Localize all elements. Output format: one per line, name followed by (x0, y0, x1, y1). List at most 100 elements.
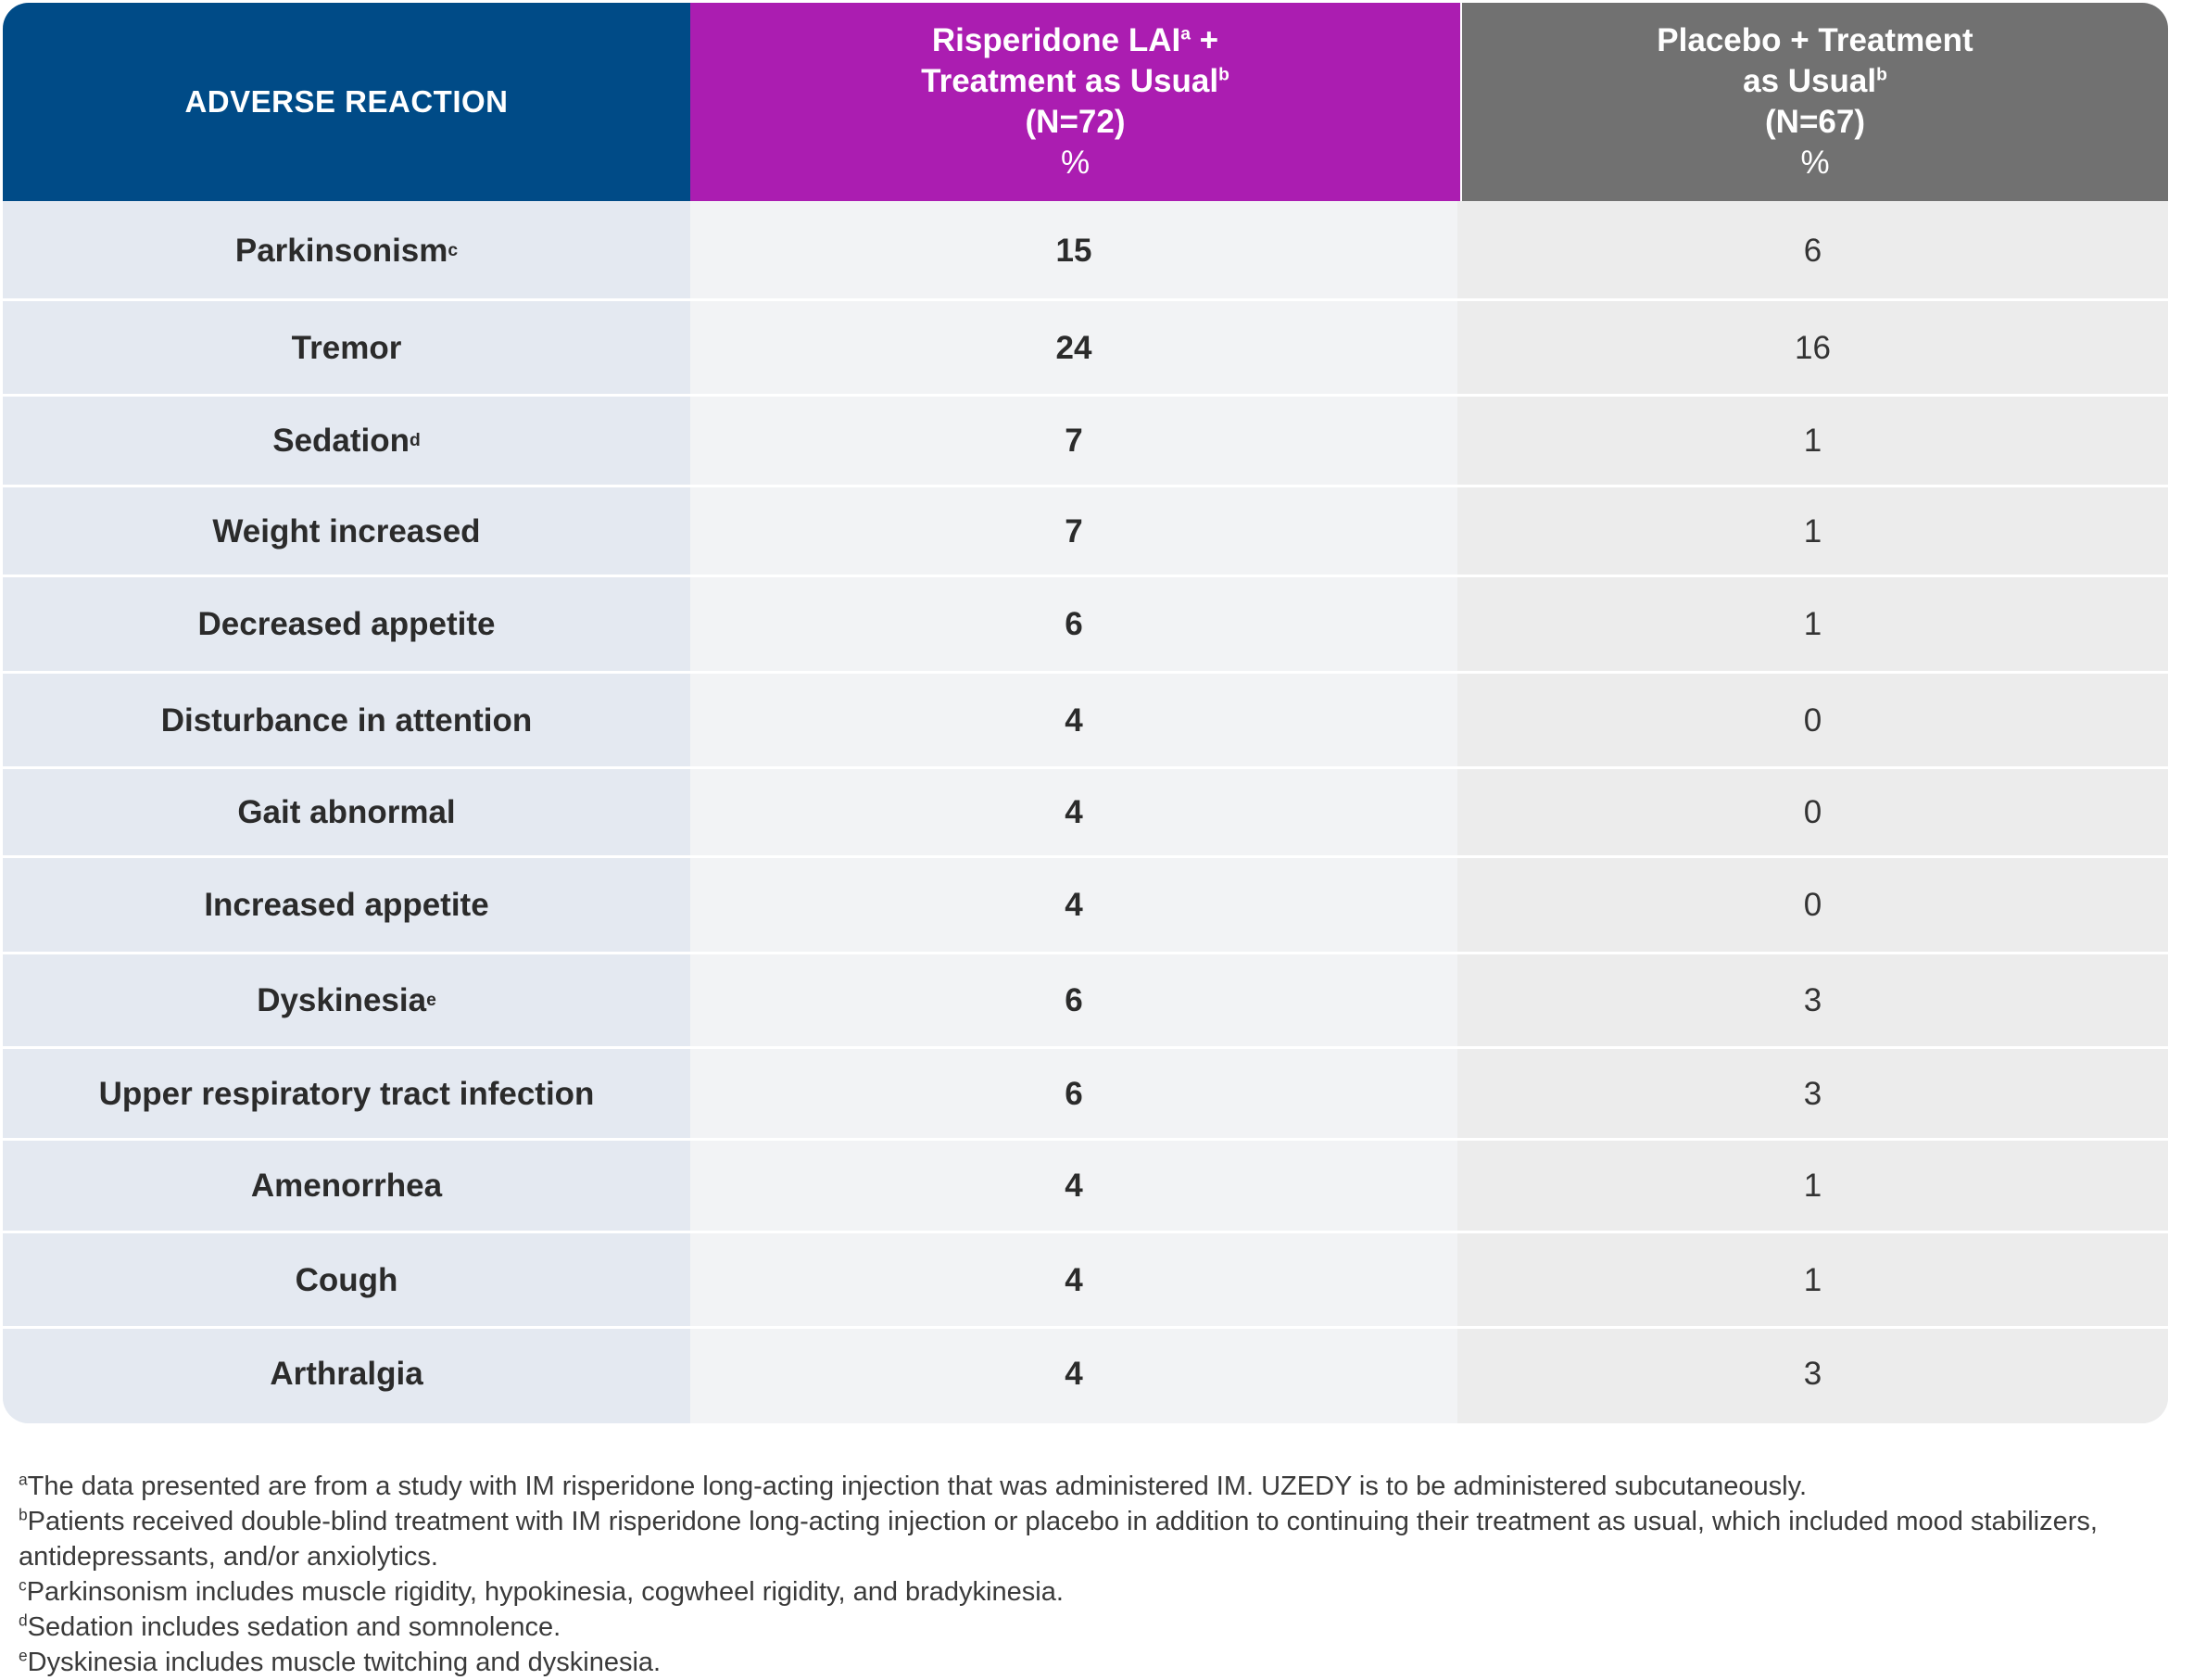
risperidone-percent: 24 (1055, 329, 1092, 366)
placebo-percent: 3 (1803, 1075, 1822, 1112)
row-divider (3, 671, 2168, 674)
placebo-percent: 0 (1803, 887, 1822, 923)
table-row: Decreased appetite 6 1 (3, 576, 2168, 673)
header-placebo-n: (N=67) (1765, 104, 1865, 140)
header-risperidone-n: (N=72) (1025, 104, 1126, 140)
placebo-cell: 0 (1457, 768, 2168, 857)
risperidone-cell: 24 (690, 300, 1457, 396)
footnote-marker: e (19, 1646, 28, 1665)
placebo-percent: 0 (1803, 794, 1822, 830)
reaction-name: Sedation (272, 423, 410, 459)
risperidone-percent: 4 (1065, 887, 1083, 923)
risperidone-cell: 7 (690, 486, 1457, 576)
risperidone-cell: 15 (690, 201, 1457, 300)
header-placebo-unit: % (1800, 145, 1830, 181)
reaction-name: Cough (295, 1261, 398, 1298)
row-divider (3, 575, 2168, 577)
footnote-marker: c (19, 1575, 27, 1595)
reaction-cell: Dyskinesia e (257, 982, 436, 1018)
reaction-cell: Decreased appetite (3, 576, 690, 673)
row-divider (3, 298, 2168, 301)
placebo-cell: 1 (1457, 486, 2168, 576)
placebo-cell: 1 (1457, 396, 2168, 486)
footnote-marker: b (19, 1505, 28, 1524)
row-divider (3, 1231, 2168, 1233)
placebo-percent: 3 (1803, 1356, 1822, 1392)
row-divider (3, 1138, 2168, 1141)
risperidone-percent: 4 (1065, 1168, 1083, 1204)
adverse-reactions-table: ADVERSE REACTION Risperidone LAIa + Trea… (3, 3, 2168, 1423)
risperidone-percent: 6 (1065, 606, 1083, 642)
footnote: aThe data presented are from a study wit… (19, 1469, 2177, 1504)
row-divider (3, 766, 2168, 769)
column-background-reaction (3, 201, 690, 1423)
risperidone-cell: 4 (690, 1232, 1457, 1328)
reaction-name: Weight increased (212, 512, 481, 549)
risperidone-percent: 15 (1055, 232, 1092, 269)
reaction-cell: Increased appetite (3, 857, 690, 954)
table-row: Parkinsonism c 15 6 (3, 201, 2168, 300)
header-label: ADVERSE REACTION (184, 84, 509, 119)
footnotes: aThe data presented are from a study wit… (19, 1469, 2177, 1680)
table-row: Disturbance in attention 4 0 (3, 673, 2168, 768)
risperidone-percent: 7 (1065, 512, 1083, 549)
header-placebo: Placebo + Treatment as Usualb (N=67) % (1460, 3, 2168, 201)
footnote-text: Parkinsonism includes muscle rigidity, h… (26, 1577, 1064, 1607)
placebo-percent: 1 (1803, 512, 1822, 549)
footnote: dSedation includes sedation and somnolen… (19, 1610, 2177, 1645)
footnote-text: Dyskinesia includes muscle twitching and… (27, 1648, 662, 1677)
placebo-percent: 1 (1803, 606, 1822, 642)
footnote-text: Patients received double-blind treatment… (19, 1507, 2098, 1572)
placebo-percent: 1 (1803, 1261, 1822, 1298)
table-row: Arthralgia 4 3 (3, 1328, 2168, 1421)
table-row: Increased appetite 4 0 (3, 857, 2168, 954)
reaction-name: Gait abnormal (237, 794, 456, 830)
reaction-cell: Weight increased (3, 486, 690, 576)
table-row: Sedation d 7 1 (3, 396, 2168, 486)
risperidone-cell: 4 (690, 857, 1457, 954)
reaction-cell: Arthralgia (3, 1328, 690, 1421)
reaction-cell: Cough (3, 1232, 690, 1328)
reaction-name: Arthralgia (270, 1356, 423, 1392)
risperidone-percent: 4 (1065, 701, 1083, 739)
footnote-marker: d (19, 1611, 28, 1630)
reaction-cell: Parkinsonism c (234, 232, 459, 269)
placebo-cell: 1 (1457, 1140, 2168, 1232)
row-divider (3, 1046, 2168, 1049)
footnote: cParkinsonism includes muscle rigidity, … (19, 1574, 2177, 1610)
placebo-percent: 1 (1803, 1168, 1822, 1204)
placebo-cell: 16 (1457, 300, 2168, 396)
table-row: Tremor 24 16 (3, 300, 2168, 396)
risperidone-percent: 4 (1065, 794, 1083, 830)
risperidone-percent: 6 (1065, 982, 1083, 1018)
risperidone-cell: 6 (690, 954, 1457, 1048)
row-divider (3, 855, 2168, 858)
reaction-name: Tremor (291, 329, 402, 366)
placebo-percent: 6 (1803, 232, 1822, 269)
placebo-cell: 3 (1457, 1328, 2168, 1421)
reaction-cell: Gait abnormal (3, 768, 690, 857)
footnote: bPatients received double-blind treatmen… (19, 1504, 2177, 1574)
placebo-percent: 1 (1803, 423, 1822, 459)
header-risperidone-line2: Treatment as Usualb (921, 63, 1229, 99)
column-background-risperidone (690, 201, 1457, 1423)
header-placebo-line1: Placebo + Treatment (1657, 22, 1973, 58)
risperidone-cell: 4 (690, 1328, 1457, 1421)
risperidone-cell: 4 (690, 673, 1457, 768)
reaction-name: Decreased appetite (197, 606, 496, 642)
header-risperidone-line1: Risperidone LAIa + (931, 22, 1219, 58)
row-divider (3, 952, 2168, 954)
header-risperidone-unit: % (1060, 145, 1091, 181)
reaction-cell: Tremor (3, 300, 690, 396)
risperidone-cell: 6 (690, 1048, 1457, 1140)
placebo-cell: 1 (1457, 1232, 2168, 1328)
column-background-placebo (1457, 201, 2168, 1423)
table-row: Gait abnormal 4 0 (3, 768, 2168, 857)
row-divider (3, 1326, 2168, 1329)
placebo-cell: 1 (1457, 576, 2168, 673)
reaction-name: Increased appetite (204, 887, 489, 923)
reaction-cell: Amenorrhea (3, 1140, 690, 1232)
reaction-name: Disturbance in attention (160, 701, 533, 739)
reaction-name: Parkinsonism (234, 232, 448, 269)
reaction-cell: Disturbance in attention (3, 673, 690, 768)
